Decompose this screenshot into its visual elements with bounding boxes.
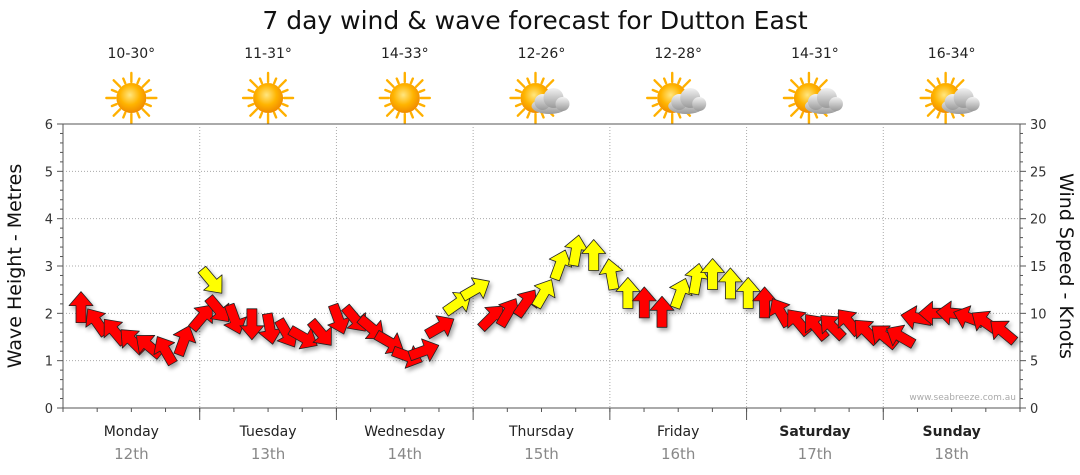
partly-cloudy-icon <box>509 71 570 125</box>
partly-cloudy-icon <box>919 71 980 125</box>
left-tick-label: 4 <box>45 213 53 228</box>
wind-arrow <box>239 308 265 341</box>
wind-arrow <box>531 279 556 310</box>
partly-cloudy-icon <box>646 71 707 125</box>
credit-text: www.seabreeze.com.au <box>909 393 1016 403</box>
left-axis-ticks: 0 1 2 3 4 5 6 <box>45 118 53 417</box>
wind-arrow <box>669 278 693 310</box>
left-tick-label: 5 <box>45 165 53 180</box>
temperature-label: 12-26° <box>518 46 566 62</box>
left-tick-label: 3 <box>45 260 53 275</box>
wind-arrow <box>287 325 318 350</box>
wind-arrow <box>407 338 440 362</box>
wind-arrow <box>512 289 538 319</box>
day-date-label: 18th <box>934 445 968 463</box>
wind-arrow <box>204 294 230 323</box>
weather-icons-row <box>105 71 980 125</box>
wind-arrow <box>153 336 178 367</box>
wind-arrow <box>188 304 213 333</box>
right-tick-label: 15 <box>1030 260 1047 275</box>
day-name-label: Monday <box>104 424 159 440</box>
wind-arrow <box>307 317 332 346</box>
day-date-label: 15th <box>524 445 558 463</box>
day-name-label: Tuesday <box>239 424 297 440</box>
day-labels: Monday 12th Tuesday 13th Wednesday 14th Thursd… <box>104 424 981 463</box>
left-tick-label: 0 <box>45 402 53 417</box>
day-date-label: 14th <box>388 445 422 463</box>
wind-arrow <box>598 258 624 291</box>
partly-cloudy-icon <box>782 71 843 125</box>
wind-arrow <box>735 276 761 309</box>
wind-arrow <box>424 315 455 340</box>
wind-arrows <box>68 234 1019 369</box>
wind-arrow <box>886 324 917 349</box>
right-tick-label: 20 <box>1030 213 1047 228</box>
temperature-row: 10-30° 11-31° 14-33° 12-26° 12-28° 14-31° 16-3… <box>108 46 976 62</box>
wind-arrow <box>700 258 725 290</box>
temperature-label: 12-28° <box>654 46 702 62</box>
right-tick-label: 25 <box>1030 165 1047 180</box>
right-tick-label: 30 <box>1030 118 1047 133</box>
wind-arrow <box>649 295 675 328</box>
wind-arrow <box>990 320 1019 346</box>
right-axis-title: Wind Speed - Knots <box>1055 173 1077 359</box>
wind-arrow <box>356 314 385 340</box>
right-tick-label: 10 <box>1030 307 1047 322</box>
wind-arrow <box>172 325 197 357</box>
day-name-label: Friday <box>657 424 699 440</box>
sun-icon <box>241 71 295 125</box>
day-name-label: Saturday <box>779 424 850 440</box>
day-date-label: 17th <box>798 445 832 463</box>
temperature-label: 11-31° <box>244 46 292 62</box>
wind-arrow <box>197 265 223 294</box>
day-date-label: 16th <box>661 445 695 463</box>
sun-icon <box>105 71 158 125</box>
temperature-label: 16-34° <box>928 46 976 62</box>
temperature-label: 10-30° <box>108 46 156 62</box>
wind-arrow <box>631 286 657 319</box>
right-tick-label: 0 <box>1030 402 1038 417</box>
left-tick-label: 6 <box>45 118 53 133</box>
temperature-label: 14-33° <box>381 46 429 62</box>
left-axis-title: Wave Height - Metres <box>4 164 26 368</box>
day-name-label: Wednesday <box>364 424 445 440</box>
wind-arrow <box>459 277 490 302</box>
left-tick-label: 2 <box>45 307 53 322</box>
right-axis-ticks: 0 5 10 15 20 25 30 <box>1030 118 1047 417</box>
day-name-label: Sunday <box>923 424 981 440</box>
day-date-label: 12th <box>114 445 148 463</box>
chart-title: 7 day wind & wave forecast for Dutton Ea… <box>262 6 807 35</box>
wind-arrow <box>548 249 573 282</box>
wind-arrow <box>718 267 743 300</box>
right-tick-label: 5 <box>1030 355 1038 370</box>
temperature-label: 14-31° <box>791 46 839 62</box>
wind-arrow <box>581 239 607 271</box>
sun-icon <box>378 71 431 125</box>
wind-arrow <box>615 276 641 309</box>
wind-arrow <box>68 291 94 324</box>
day-name-label: Thursday <box>508 424 574 440</box>
day-date-label: 13th <box>251 445 285 463</box>
left-tick-label: 1 <box>45 355 53 370</box>
